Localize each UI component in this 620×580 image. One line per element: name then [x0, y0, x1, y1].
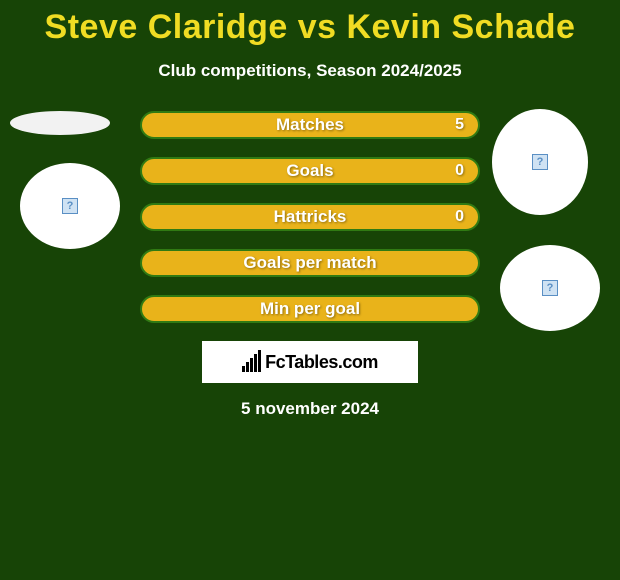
stat-row-goals-per-match: Goals per match [140, 249, 480, 277]
stat-value-right: 0 [455, 162, 464, 180]
stat-label: Goals per match [243, 253, 376, 273]
watermark: FcTables.com [202, 341, 418, 383]
stat-label: Matches [276, 115, 344, 135]
stat-row-goals: Goals 0 [140, 157, 480, 185]
stat-label: Min per goal [260, 299, 360, 319]
decorative-ellipse [10, 111, 110, 135]
placeholder-image-icon [62, 198, 78, 214]
date-label: 5 november 2024 [0, 399, 620, 419]
player-avatar-right-2 [500, 245, 600, 331]
placeholder-image-icon [542, 280, 558, 296]
stat-label: Hattricks [274, 207, 347, 227]
page-title: Steve Claridge vs Kevin Schade [0, 0, 620, 47]
stats-area: Matches 5 Goals 0 Hattricks 0 Goals per … [0, 111, 620, 419]
placeholder-image-icon [532, 154, 548, 170]
stat-value-right: 0 [455, 208, 464, 226]
bars-icon [242, 352, 261, 372]
page-subtitle: Club competitions, Season 2024/2025 [0, 61, 620, 81]
stat-row-matches: Matches 5 [140, 111, 480, 139]
watermark-logo: FcTables.com [242, 352, 378, 373]
stat-row-min-per-goal: Min per goal [140, 295, 480, 323]
watermark-text: FcTables.com [265, 352, 378, 373]
player-avatar-right-1 [492, 109, 588, 215]
stat-value-right: 5 [455, 116, 464, 134]
player-avatar-left [20, 163, 120, 249]
stat-row-hattricks: Hattricks 0 [140, 203, 480, 231]
stat-label: Goals [286, 161, 333, 181]
